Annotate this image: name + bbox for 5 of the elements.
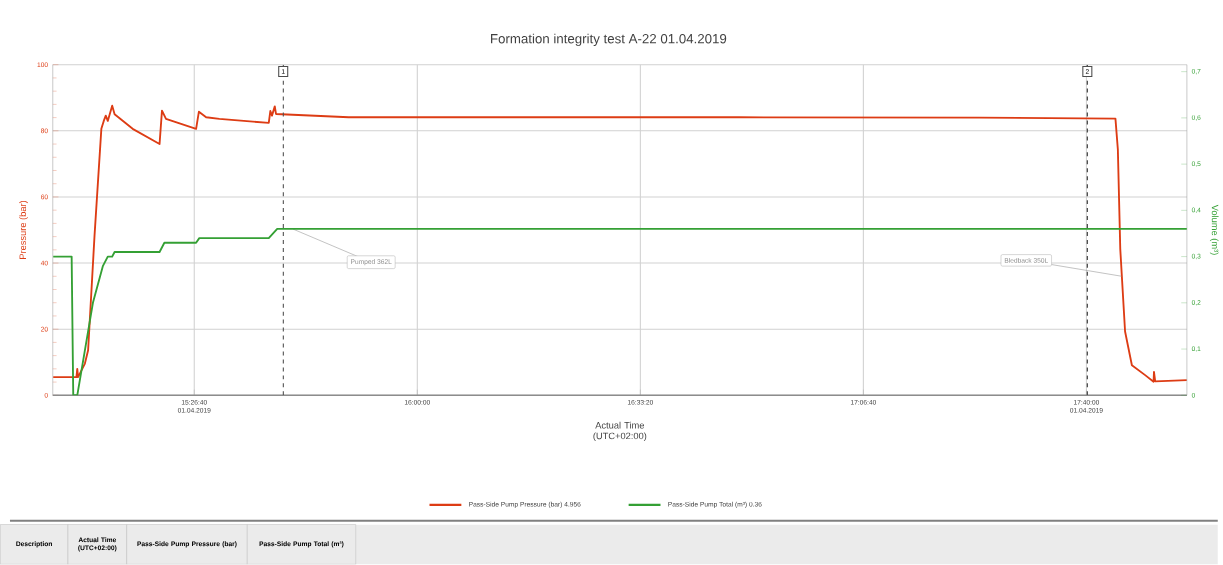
x-axis-title: Actual Time (UTC+02:00) [593,421,647,442]
y-axis-title: Pressure (bar) [19,201,28,260]
y2-axis-title: Volume (m³) [1209,204,1219,255]
chart-title: Formation integrity test A-22 01.04.2019 [491,33,727,47]
line-series [52,228,1187,396]
